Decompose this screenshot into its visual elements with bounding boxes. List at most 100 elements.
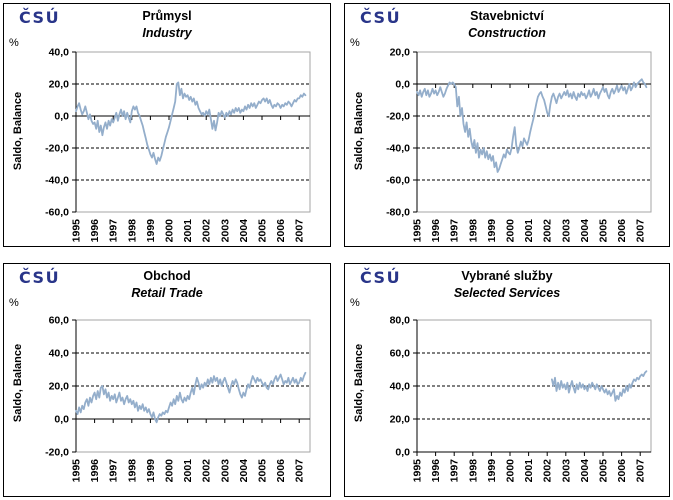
balance-series-line bbox=[75, 81, 307, 165]
x-tick-label: 1996 bbox=[430, 219, 442, 243]
x-tick-label: 2001 bbox=[523, 219, 535, 243]
panel-construction: ČSÚ Stavebnictví Construction % Saldo, B… bbox=[344, 3, 670, 247]
y-tick-label: 0,0 bbox=[54, 414, 69, 426]
csu-logo: ČSÚ bbox=[19, 8, 61, 27]
x-tick-label: 1999 bbox=[486, 219, 498, 243]
x-tick-label: 2000 bbox=[164, 219, 176, 243]
x-tick-label: 2004 bbox=[579, 459, 591, 483]
x-tick-label: 2001 bbox=[182, 459, 194, 483]
plot-area-border bbox=[416, 51, 652, 213]
y-tick-label: 20,0 bbox=[390, 47, 411, 59]
x-tick-label: 2003 bbox=[219, 459, 231, 483]
x-tick-label: 2002 bbox=[542, 459, 554, 483]
y-tick-label: 20,0 bbox=[390, 414, 411, 426]
x-tick-label: 1995 bbox=[412, 459, 424, 483]
x-tick-label: 1995 bbox=[412, 219, 424, 243]
panel-selected-services: ČSÚ Vybrané služby Selected Services % S… bbox=[344, 263, 670, 497]
y-tick-label: 40,0 bbox=[49, 47, 70, 59]
chart-title-czech: Stavebnictví bbox=[470, 9, 544, 23]
x-tick-label: 1998 bbox=[467, 219, 479, 243]
x-tick-label: 2006 bbox=[616, 459, 628, 483]
y-tick-label: -80,0 bbox=[386, 207, 410, 219]
y-tick-label: -20,0 bbox=[386, 111, 410, 123]
chart-title-english: Construction bbox=[468, 26, 546, 40]
x-tick-label: 1997 bbox=[108, 459, 120, 483]
csu-logo: ČSÚ bbox=[360, 268, 402, 287]
x-tick-label: 2003 bbox=[560, 219, 572, 243]
x-tick-label: 1995 bbox=[71, 219, 83, 243]
unit-label: % bbox=[350, 297, 360, 309]
x-tick-label: 2005 bbox=[257, 459, 269, 483]
x-tick-label: 2005 bbox=[257, 219, 269, 243]
x-tick-label: 2003 bbox=[560, 459, 572, 483]
panel-industry: ČSÚ Průmysl Industry % Saldo, Balance 40… bbox=[3, 3, 331, 247]
balance-series-line bbox=[416, 78, 648, 173]
x-tick-label: 2004 bbox=[238, 459, 250, 483]
x-tick-label: 1999 bbox=[145, 459, 157, 483]
x-tick-label: 2003 bbox=[219, 219, 231, 243]
x-tick-label: 1998 bbox=[126, 219, 138, 243]
x-tick-label: 1997 bbox=[108, 219, 120, 243]
x-tick-label: 2000 bbox=[164, 459, 176, 483]
y-tick-label: -40,0 bbox=[45, 175, 69, 187]
y-tick-label: -20,0 bbox=[45, 143, 69, 155]
balance-series-line bbox=[550, 370, 648, 402]
x-tick-label: 2005 bbox=[598, 219, 610, 243]
y-tick-label: 0,0 bbox=[395, 79, 410, 91]
x-tick-label: 2000 bbox=[505, 219, 517, 243]
x-tick-label: 2001 bbox=[182, 219, 194, 243]
unit-label: % bbox=[9, 297, 19, 309]
chart-title-czech: Obchod bbox=[143, 269, 191, 283]
y-tick-label: -40,0 bbox=[386, 143, 410, 155]
y-tick-label: 20,0 bbox=[49, 79, 70, 91]
y-tick-label: 40,0 bbox=[390, 381, 411, 393]
x-tick-label: 1996 bbox=[89, 219, 101, 243]
chart-title-czech: Vybrané služby bbox=[461, 269, 553, 283]
plot-area-border bbox=[75, 51, 311, 213]
y-tick-label: 80,0 bbox=[390, 315, 411, 327]
csu-logo: ČSÚ bbox=[19, 268, 61, 287]
x-tick-label: 2006 bbox=[275, 219, 287, 243]
x-tick-label: 1999 bbox=[486, 459, 498, 483]
x-tick-label: 1997 bbox=[449, 219, 461, 243]
y-tick-label: 60,0 bbox=[49, 315, 70, 327]
y-tick-label: 0,0 bbox=[54, 111, 69, 123]
csu-logo: ČSÚ bbox=[360, 8, 402, 27]
chart-title-english: Selected Services bbox=[453, 286, 561, 300]
panel-retail-trade: ČSÚ Obchod Retail Trade % Saldo, Balance… bbox=[3, 263, 331, 497]
x-tick-label: 2000 bbox=[505, 459, 517, 483]
x-tick-label: 2002 bbox=[201, 459, 213, 483]
x-tick-label: 2006 bbox=[616, 219, 628, 243]
x-tick-label: 2002 bbox=[201, 219, 213, 243]
x-tick-label: 2004 bbox=[579, 219, 591, 243]
unit-label: % bbox=[9, 37, 19, 49]
x-tick-label: 2006 bbox=[275, 459, 287, 483]
x-tick-label: 1999 bbox=[145, 219, 157, 243]
x-tick-label: 1996 bbox=[430, 459, 442, 483]
chart-title-czech: Průmysl bbox=[142, 9, 192, 23]
x-tick-label: 2005 bbox=[598, 459, 610, 483]
y-tick-label: 40,0 bbox=[49, 348, 70, 360]
chart-title-english: Industry bbox=[142, 26, 192, 40]
x-tick-label: 2007 bbox=[635, 459, 647, 483]
x-tick-label: 2007 bbox=[294, 219, 306, 243]
y-tick-label: 20,0 bbox=[49, 381, 70, 393]
chart-title-english: Retail Trade bbox=[131, 286, 203, 300]
y-tick-label: -60,0 bbox=[386, 175, 410, 187]
balance-series-line bbox=[75, 371, 307, 424]
x-tick-label: 1996 bbox=[89, 459, 101, 483]
y-tick-label: 0,0 bbox=[395, 447, 410, 459]
y-tick-label: -60,0 bbox=[45, 207, 69, 219]
x-tick-label: 1998 bbox=[467, 459, 479, 483]
x-tick-label: 2002 bbox=[542, 219, 554, 243]
x-tick-label: 1997 bbox=[449, 459, 461, 483]
x-tick-label: 1998 bbox=[126, 459, 138, 483]
unit-label: % bbox=[350, 37, 360, 49]
x-tick-label: 1995 bbox=[71, 459, 83, 483]
x-tick-label: 2007 bbox=[294, 459, 306, 483]
